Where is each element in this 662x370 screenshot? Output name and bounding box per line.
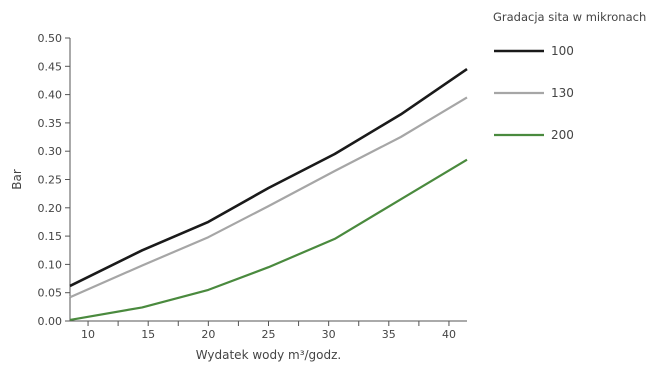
series-lines [69,68,468,321]
legend: Gradacja sita w mikronach 100 130 200 [493,10,646,142]
y-tick-label: 0.20 [38,202,63,215]
x-tick-label: 15 [141,328,155,341]
x-tick-label: 35 [382,328,396,341]
legend-label: 200 [551,128,574,142]
x-tick-label: 30 [322,328,336,341]
y-tick-label: 0.05 [38,287,63,300]
x-tick-label: 25 [262,328,276,341]
y-tick-label: 0.30 [38,145,63,158]
x-tick-label: 20 [201,328,215,341]
series-line-200 [69,158,468,321]
x-tick-label: 10 [81,328,95,341]
legend-title: Gradacja sita w mikronach [493,10,646,24]
y-tick-label: 0.25 [38,174,63,187]
axes [69,38,467,322]
y-ticks: 0.00 0.05 0.10 0.15 0.20 0.25 0.30 0.35 0.40 0.45… [38,32,70,328]
y-axis-title: Bar [10,169,24,190]
y-tick-label: 0.45 [38,60,63,73]
y-tick-label: 0.00 [38,315,63,328]
y-tick-label: 0.50 [38,32,63,45]
series-line-100 [69,68,468,288]
y-tick-label: 0.15 [38,230,63,243]
y-tick-label: 0.10 [38,258,63,271]
y-tick-label: 0.40 [38,89,63,102]
series-line-130 [69,96,468,299]
legend-label: 130 [551,86,574,100]
x-tick-label: 40 [442,328,456,341]
x-axis-title: Wydatek wody m³/godz. [196,348,342,362]
y-tick-label: 0.35 [38,117,63,130]
legend-label: 100 [551,44,574,58]
x-ticks: 10 15 20 25 30 35 40 [81,321,456,341]
